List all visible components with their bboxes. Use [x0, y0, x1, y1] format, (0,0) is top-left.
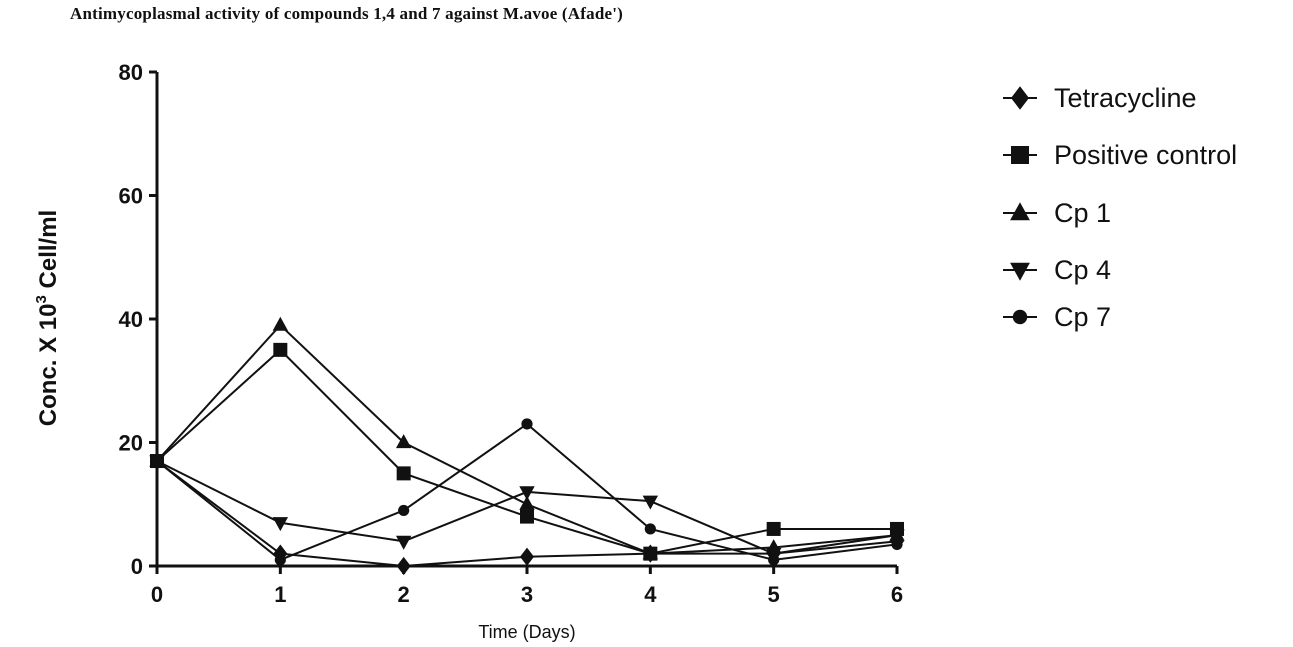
legend-label: Cp 7: [1054, 302, 1111, 332]
data-point-series-2: [273, 342, 288, 357]
data-point-series-5: [768, 554, 780, 566]
series-lines: [156, 323, 898, 568]
data-point-series-5: [644, 523, 656, 535]
legend-marker: [1011, 86, 1029, 110]
legend-marker: [1010, 202, 1030, 221]
chart-title: Antimycoplasmal activity of compounds 1,…: [70, 4, 623, 24]
legend-label: Cp 4: [1054, 255, 1111, 285]
x-tick-label: 1: [274, 582, 286, 607]
data-point-series-3: [642, 545, 659, 560]
y-tick-label: 20: [119, 431, 143, 456]
y-tick-label: 60: [119, 184, 143, 209]
y-tick-label: 0: [131, 554, 143, 579]
data-point-series-4: [889, 529, 905, 544]
x-tick-label: 6: [891, 582, 903, 607]
y-tick-label: 80: [119, 60, 143, 85]
data-point-series-3: [519, 495, 535, 510]
data-point-series-5: [151, 455, 163, 467]
data-point-series-5: [891, 538, 903, 550]
legend: Tetracycline Positive control Cp 1 Cp 4 Cp 7: [1003, 83, 1237, 332]
x-tick-label: 0: [151, 582, 163, 607]
legend-marker: [1010, 262, 1030, 281]
axes: 0 20 40 60 80 0 1 2 3 4 5 6: [119, 60, 904, 607]
y-axis-title-unit: Cell/ml: [35, 210, 62, 295]
x-tick-label: 2: [398, 582, 410, 607]
legend-label: Tetracycline: [1054, 83, 1197, 113]
data-point-series-4: [519, 486, 535, 501]
y-axis-title: Conc. X 103 Cell/ml: [33, 210, 62, 426]
data-point-series-3: [272, 316, 289, 331]
data-point-series-5: [398, 504, 410, 517]
legend-label: Positive control: [1054, 140, 1237, 170]
x-tick-label: 5: [768, 582, 780, 607]
y-axis-title-sup: 3: [33, 295, 50, 303]
data-point-series-3: [395, 434, 412, 449]
x-tick-label: 3: [521, 582, 533, 607]
data-point-series-2: [520, 509, 534, 524]
data-point-series-5: [521, 418, 533, 430]
x-axis-title: Time (Days): [478, 622, 575, 642]
legend-marker: [1011, 146, 1029, 164]
data-point-series-4: [642, 495, 659, 510]
legend-label: Cp 1: [1054, 198, 1111, 228]
data-point-series-2: [396, 466, 411, 481]
data-point-series-4: [272, 517, 289, 532]
legend-marker: [1012, 309, 1028, 325]
series-markers: [149, 316, 905, 576]
y-axis-title-main: Conc. X 10: [35, 303, 62, 426]
data-point-series-1: [520, 547, 534, 566]
data-point-series-5: [274, 554, 286, 566]
y-tick-label: 40: [119, 307, 143, 332]
x-tick-label: 4: [644, 582, 657, 607]
chart-title-text: Antimycoplasmal activity of compounds 1,…: [70, 4, 624, 23]
data-point-series-2: [766, 521, 781, 536]
data-point-series-1: [396, 556, 411, 576]
data-point-series-4: [395, 535, 412, 550]
